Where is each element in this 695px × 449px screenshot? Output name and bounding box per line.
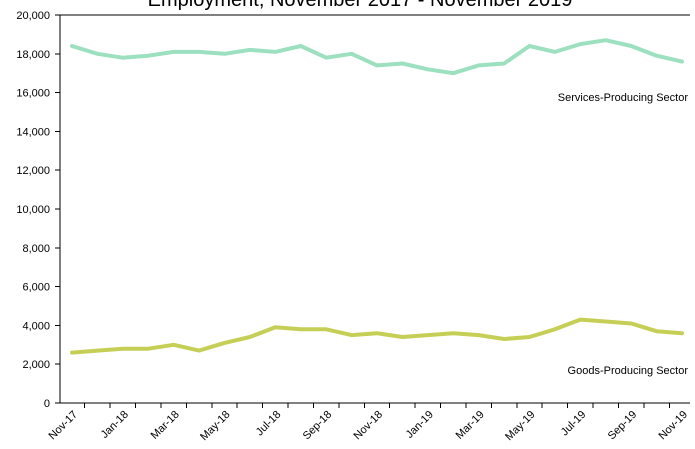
y-tick-label: 6,000: [22, 282, 50, 294]
x-tick-label: Nov-18: [352, 409, 386, 443]
y-tick-label: 20,000: [16, 10, 50, 22]
x-axis: Nov-17 Jan-18 Mar-18 May-18 Jul-18 Sep-18 Nov-…: [47, 402, 691, 443]
x-tick-label: Nov-19: [657, 409, 691, 443]
x-tick-label: Sep-19: [606, 409, 640, 443]
y-tick-label: 4,000: [22, 320, 50, 332]
y-tick-label: 0: [44, 398, 50, 410]
chart-title: Employment, November 2017 - November 201…: [148, 0, 573, 11]
x-tick-label: Mar-18: [149, 409, 182, 442]
x-tick-label: May-19: [503, 409, 537, 443]
x-tick-label: Sep-18: [301, 409, 335, 443]
x-tick-label: Jul-19: [559, 409, 589, 439]
y-tick-label: 10,000: [16, 204, 50, 216]
series-lines: [70, 38, 684, 355]
y-tick-label: 8,000: [22, 243, 50, 255]
y-tick-label: 2,000: [22, 359, 50, 371]
y-axis: 0 2,000 4,000 6,000 8,000 10,000 12,000 14,000 1…: [16, 10, 690, 410]
series-label-services: Services-Producing Sector: [558, 92, 689, 104]
series-line-services: [70, 38, 684, 76]
series-line-goods: [70, 317, 684, 355]
y-tick-label: 14,000: [16, 126, 50, 138]
y-tick-label: 18,000: [16, 49, 50, 61]
x-tick-label: Mar-19: [454, 409, 487, 442]
y-tick-label: 16,000: [16, 88, 50, 100]
y-tick-label: 12,000: [16, 165, 50, 177]
series-label-goods: Goods-Producing Sector: [568, 365, 689, 377]
x-tick-label: May-18: [198, 409, 232, 443]
x-tick-label: Jul-18: [254, 409, 284, 439]
x-tick-label: Nov-17: [47, 409, 81, 443]
x-tick-label: Jan-19: [404, 409, 436, 441]
x-tick-label: Jan-18: [99, 409, 131, 441]
